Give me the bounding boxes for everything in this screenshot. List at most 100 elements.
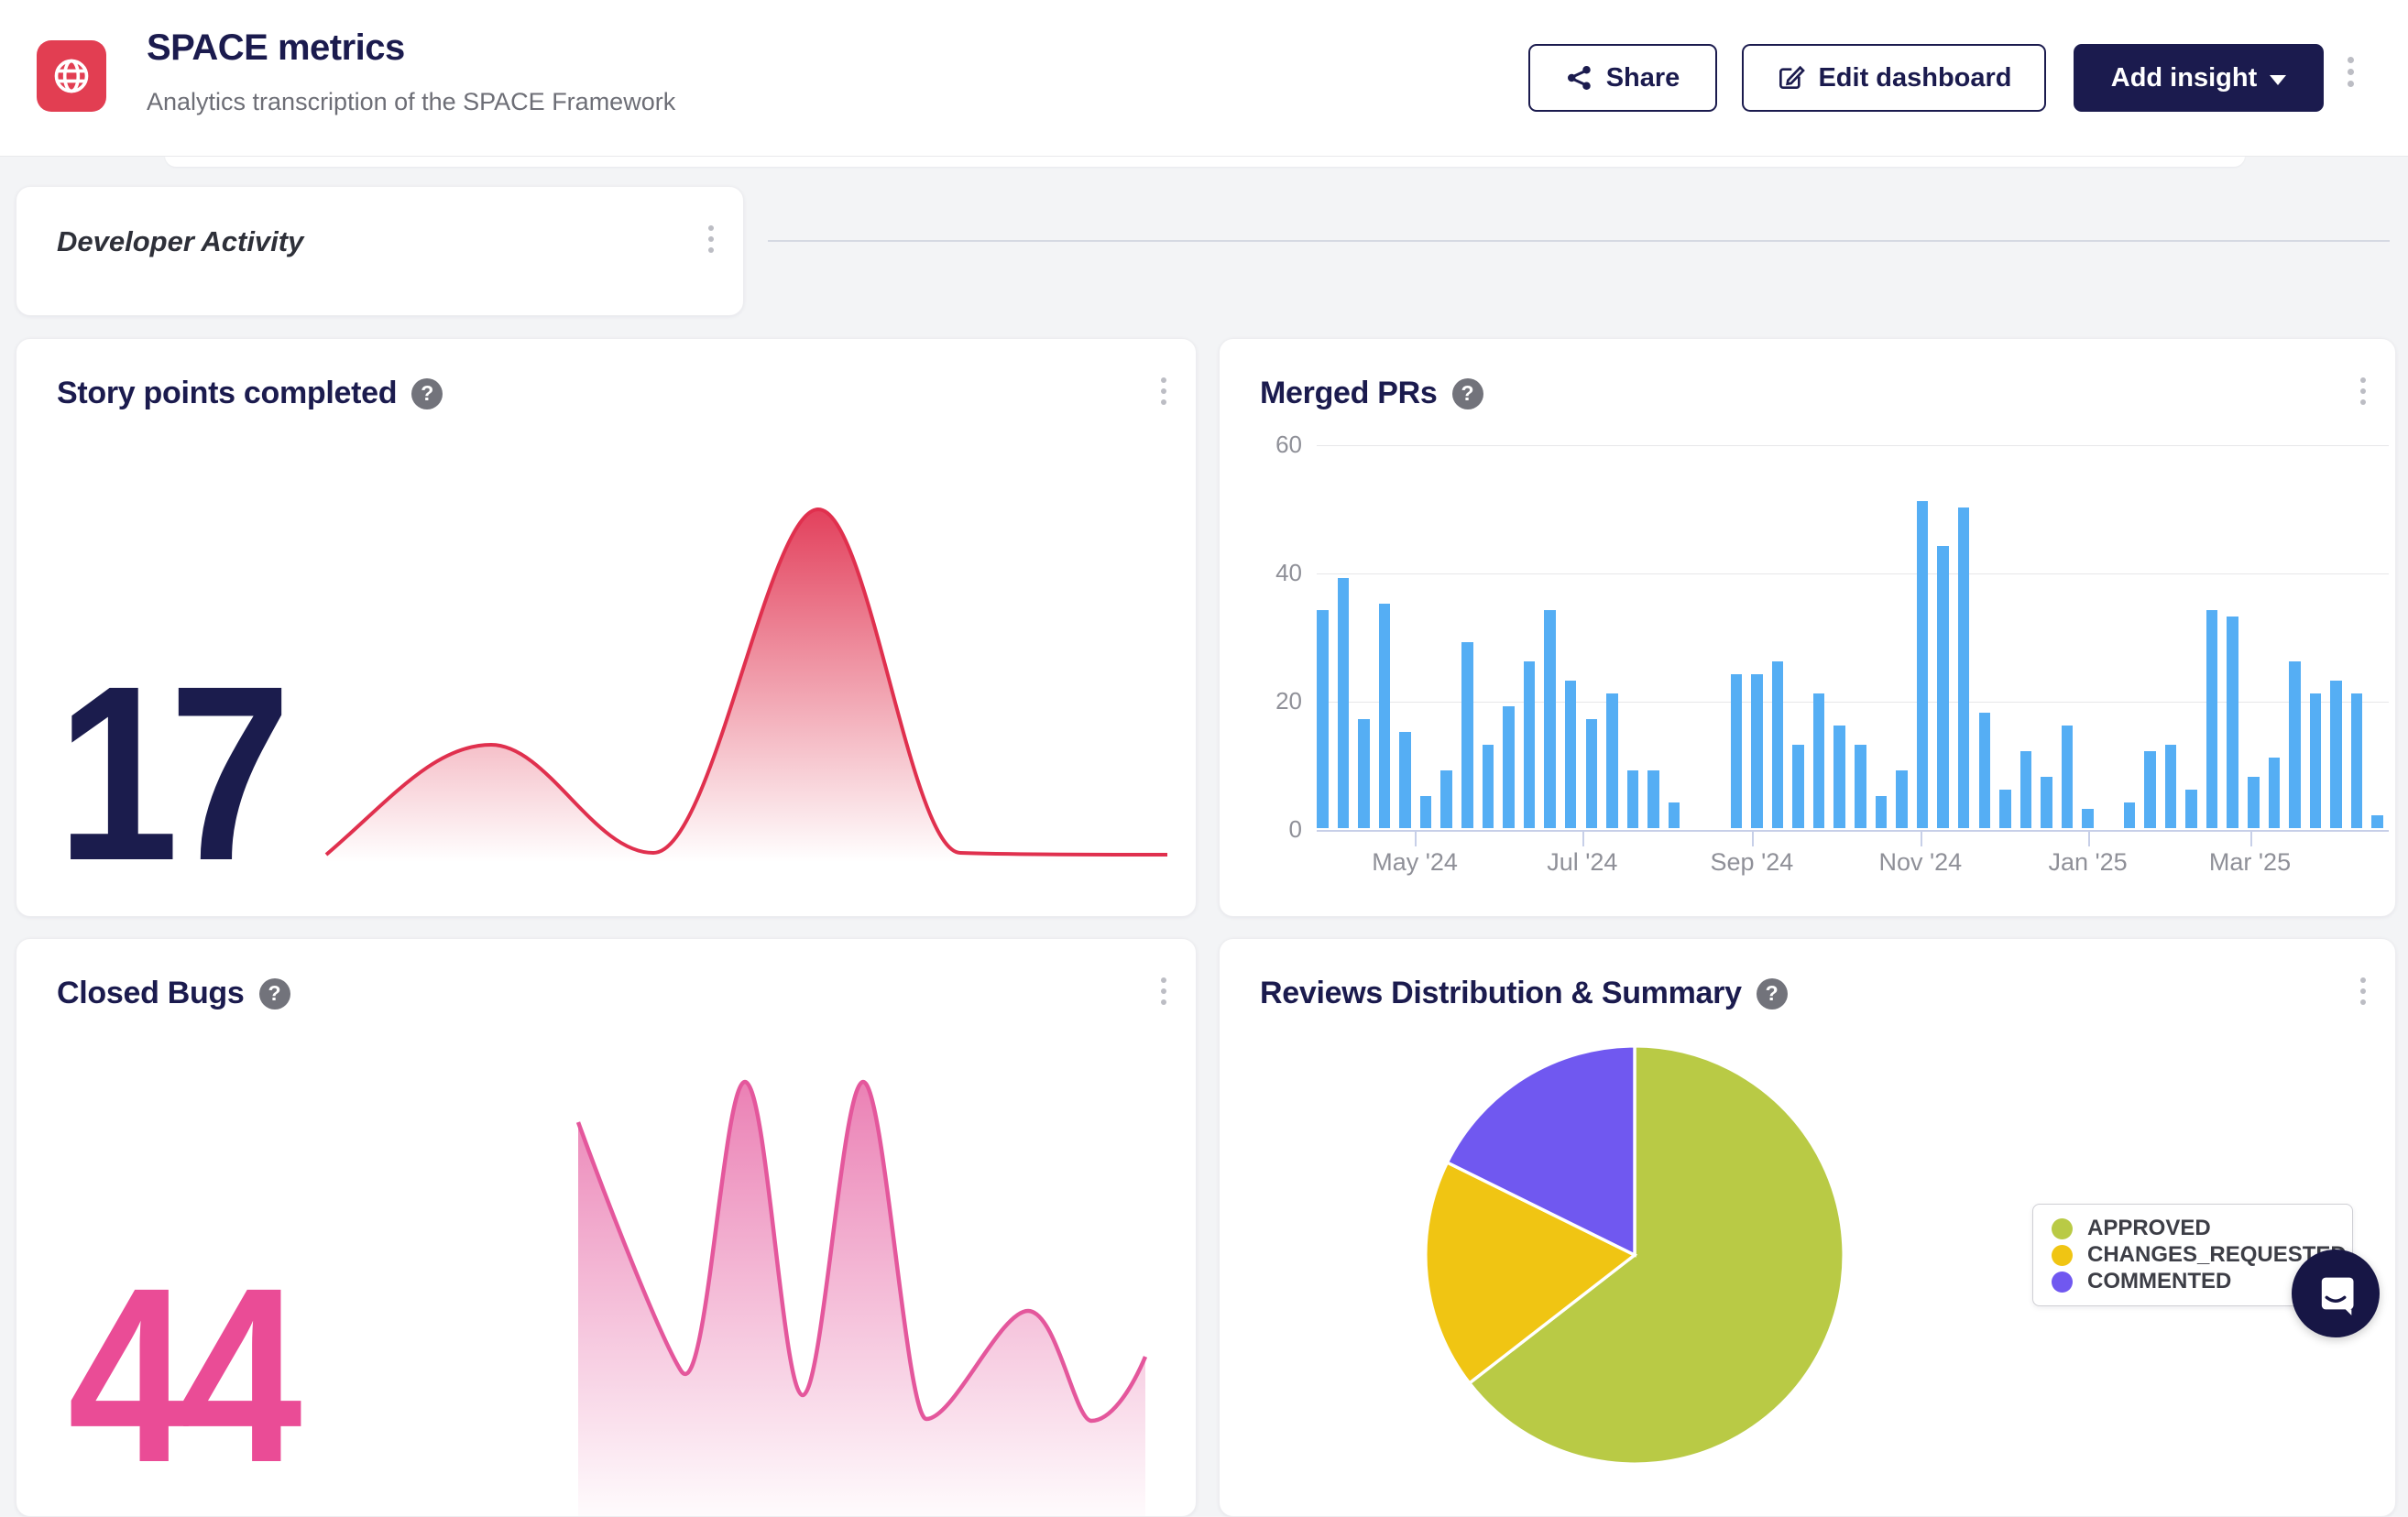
bar[interactable] [1978,713,1990,828]
bar[interactable] [2123,802,2136,828]
bar[interactable] [2019,751,2032,828]
bar[interactable] [1916,501,1929,828]
card-story-points-completed: Story points completed ? 17 [16,338,1197,917]
bar[interactable] [2164,745,2177,828]
bar[interactable] [1730,674,1743,828]
bar[interactable] [1812,693,1825,828]
help-icon[interactable]: ? [411,377,443,409]
x-axis-tick-label: Sep '24 [1710,848,1794,876]
story-points-area-chart [324,507,1168,862]
card-more-menu[interactable] [708,225,714,253]
closed-bugs-value: 44 [68,1236,302,1514]
bar[interactable] [2350,693,2363,828]
dashboard-more-menu[interactable] [2348,57,2354,87]
bar[interactable] [1668,802,1680,828]
bar[interactable] [1647,770,1659,828]
bar[interactable] [1378,604,1391,828]
chevron-down-icon [2270,74,2287,85]
bar[interactable] [2330,681,2342,828]
pie-slice-commented[interactable] [1445,1044,1636,1258]
add-insight-button[interactable]: Add insight [2074,44,2324,112]
page-title: SPACE metrics [147,27,405,68]
bar[interactable] [1957,507,1970,828]
gridline-y-60 [1317,445,2389,446]
bar[interactable] [2268,758,2281,828]
legend-dot [2052,1271,2073,1293]
bar[interactable] [1523,661,1536,828]
bar[interactable] [1792,745,1804,828]
legend-label: COMMENTED [2087,1269,2232,1293]
bar[interactable] [1461,642,1473,828]
bar[interactable] [2309,693,2322,828]
pie-slice-changes_requested[interactable] [1424,1160,1638,1386]
legend-label: APPROVED [2087,1216,2211,1240]
gridline-y-40 [1317,573,2389,574]
help-icon[interactable]: ? [1756,977,1788,1010]
card-more-menu[interactable] [2360,977,2366,1005]
card-more-menu[interactable] [1161,377,1166,405]
bar[interactable] [1626,770,1639,828]
reviews-pie-chart [1424,1044,1845,1466]
card-more-menu[interactable] [2360,377,2366,405]
story-points-value: 17 [57,634,291,912]
app-logo[interactable] [37,40,106,112]
bar[interactable] [1606,693,1618,828]
bar[interactable] [1751,674,1763,828]
bar[interactable] [1855,745,1866,828]
text-card-title: Developer Activity [57,225,304,257]
edit-dashboard-button[interactable]: Edit dashboard [1742,44,2046,112]
bar[interactable] [1317,610,1329,828]
bar[interactable] [1482,745,1494,828]
card-title: Reviews Distribution & Summary [1260,976,1742,1010]
gridline-y-0 [1317,830,2389,832]
bar[interactable] [1999,790,2011,828]
bar[interactable] [2371,815,2383,828]
bar[interactable] [1564,681,1577,828]
bar[interactable] [1771,661,1784,828]
bar[interactable] [1896,770,1908,828]
x-axis-tick-mark [1582,832,1584,846]
bar-series [1317,445,2383,828]
legend-dot [2052,1217,2073,1239]
share-button[interactable]: Share [1528,44,1717,112]
card-more-menu[interactable] [1161,977,1166,1005]
bar[interactable] [2041,777,2052,828]
card-title: Story points completed [57,376,398,410]
chat-bubble-icon [2321,1277,2354,1315]
gridline-y-20 [1317,702,2389,703]
bar[interactable] [1337,578,1350,828]
row-divider-line [768,240,2390,242]
page-subtitle: Analytics transcription of the SPACE Fra… [147,88,676,115]
bar[interactable] [2248,777,2260,828]
bar[interactable] [2206,610,2218,828]
bar[interactable] [2061,726,2074,828]
bar[interactable] [1833,726,1845,828]
x-axis-tick-label: Jan '25 [2048,848,2128,876]
card-title: Merged PRs [1260,376,1438,410]
bar[interactable] [1875,796,1888,828]
bar[interactable] [2289,661,2301,828]
bar[interactable] [1503,706,1515,828]
bar[interactable] [1937,546,1949,828]
x-axis-tick-mark [2087,832,2090,846]
bar[interactable] [2082,809,2094,828]
bar[interactable] [2227,617,2238,828]
bar[interactable] [1399,732,1411,828]
support-chat-button[interactable] [2292,1250,2380,1337]
legend-item-approved[interactable]: APPROVED [2052,1216,2352,1241]
bar[interactable] [1419,796,1432,828]
x-axis-tick-label: Mar '25 [2208,848,2292,876]
bar[interactable] [2185,790,2197,828]
card-title: Closed Bugs [57,976,245,1010]
x-axis-tick-label: Nov '24 [1878,848,1963,876]
bar[interactable] [1544,610,1556,828]
bar[interactable] [2144,751,2156,828]
scrolled-card-remnant [165,156,2245,167]
bar[interactable] [1358,719,1370,828]
bar[interactable] [1440,770,1452,828]
help-icon[interactable]: ? [1451,377,1483,409]
legend-item-commented[interactable]: COMMENTED [2052,1269,2352,1294]
bar[interactable] [1585,719,1598,828]
help-icon[interactable]: ? [258,977,290,1010]
x-axis-tick-mark [1415,832,1417,846]
